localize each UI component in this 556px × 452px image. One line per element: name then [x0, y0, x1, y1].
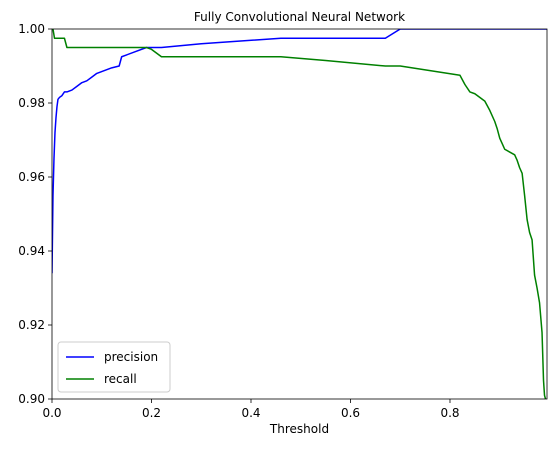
x-axis: 0.0 0.2 0.4 0.6 0.8	[42, 399, 459, 420]
y-axis: 0.90 0.92 0.94 0.96 0.98 1.00	[18, 22, 52, 406]
y-tick-label: 0.96	[18, 170, 45, 184]
y-tick-label: 0.90	[18, 392, 45, 406]
legend-label-recall: recall	[104, 372, 137, 386]
x-tick-label: 0.6	[341, 406, 360, 420]
chart-title: Fully Convolutional Neural Network	[194, 10, 405, 24]
y-tick-label: 0.98	[18, 96, 45, 110]
legend: precision recall	[58, 342, 170, 392]
x-tick-label: 0.4	[241, 406, 260, 420]
legend-label-precision: precision	[104, 350, 158, 364]
y-tick-label: 0.92	[18, 318, 45, 332]
y-tick-label: 1.00	[18, 22, 45, 36]
series-line-precision	[52, 29, 547, 273]
x-axis-title: Threshold	[269, 422, 329, 436]
x-tick-label: 0.2	[142, 406, 161, 420]
x-tick-label: 0.8	[440, 406, 459, 420]
y-tick-label: 0.94	[18, 244, 45, 258]
x-tick-label: 0.0	[42, 406, 61, 420]
